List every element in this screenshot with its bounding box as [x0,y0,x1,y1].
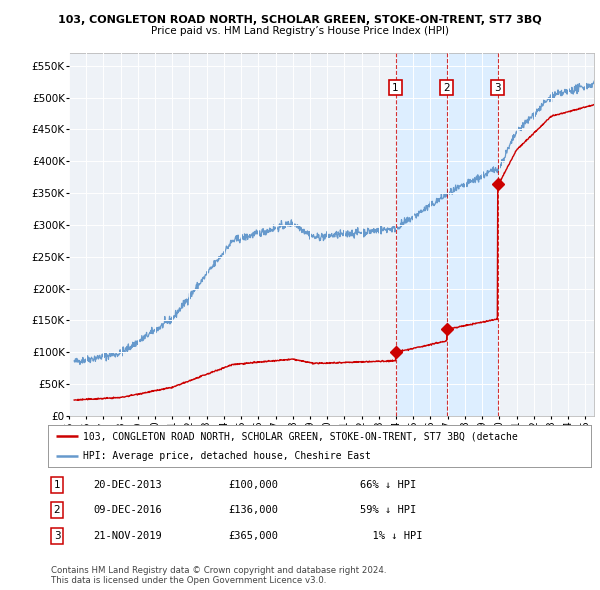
Text: 20-DEC-2013: 20-DEC-2013 [93,480,162,490]
Text: 3: 3 [494,83,501,93]
Text: HPI: Average price, detached house, Cheshire East: HPI: Average price, detached house, Ches… [83,451,371,461]
Text: 103, CONGLETON ROAD NORTH, SCHOLAR GREEN, STOKE-ON-TRENT, ST7 3BQ (detache: 103, CONGLETON ROAD NORTH, SCHOLAR GREEN… [83,431,518,441]
Text: 103, CONGLETON ROAD NORTH, SCHOLAR GREEN, STOKE-ON-TRENT, ST7 3BQ: 103, CONGLETON ROAD NORTH, SCHOLAR GREEN… [58,15,542,25]
Text: 09-DEC-2016: 09-DEC-2016 [93,506,162,515]
Text: 2: 2 [53,506,61,515]
Text: Contains HM Land Registry data © Crown copyright and database right 2024.: Contains HM Land Registry data © Crown c… [51,566,386,575]
Text: This data is licensed under the Open Government Licence v3.0.: This data is licensed under the Open Gov… [51,576,326,585]
Text: 2: 2 [443,83,450,93]
Text: 59% ↓ HPI: 59% ↓ HPI [360,506,416,515]
Text: 1: 1 [392,83,399,93]
Text: 3: 3 [53,531,61,540]
Text: 1% ↓ HPI: 1% ↓ HPI [360,531,422,540]
Bar [395,53,497,416]
Text: 21-NOV-2019: 21-NOV-2019 [93,531,162,540]
Text: 66% ↓ HPI: 66% ↓ HPI [360,480,416,490]
Text: £136,000: £136,000 [228,506,278,515]
Text: 1: 1 [53,480,61,490]
Text: £365,000: £365,000 [228,531,278,540]
Text: Price paid vs. HM Land Registry’s House Price Index (HPI): Price paid vs. HM Land Registry’s House … [151,26,449,36]
Text: £100,000: £100,000 [228,480,278,490]
